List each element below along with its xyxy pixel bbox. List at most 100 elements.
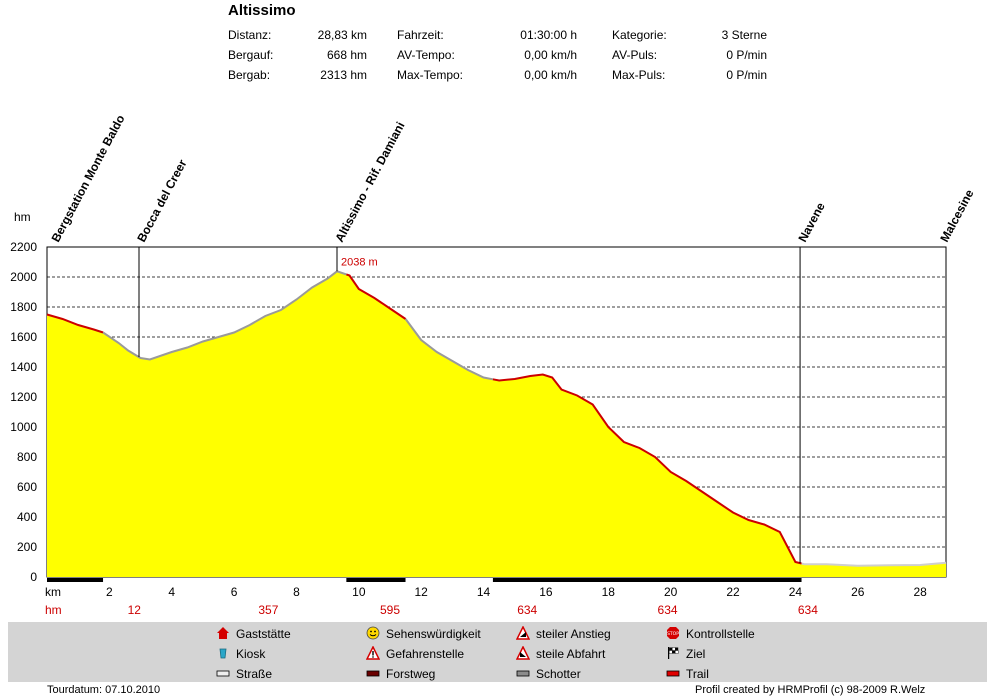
tour-date: Tourdatum: 07.10.2010 [47,684,161,696]
surface-strip-trail [47,578,104,582]
x-tick-label: 28 [913,585,927,599]
waypoint-label: Navene [795,200,828,245]
stat-value: 2313 hm [320,68,367,82]
gravel-swatch-icon [516,670,530,677]
house-icon [217,627,229,639]
stat-label: Max-Tempo: [397,68,464,82]
y-tick-label: 1000 [10,420,37,434]
hm-value-label: 595 [380,603,400,617]
surface-segment-straße [801,561,947,567]
x-tick-label: 8 [293,585,300,599]
max-elevation-label: 2038 m [341,256,378,268]
y-tick-label: 2000 [10,270,37,284]
elevation-area [47,271,946,577]
surface-segment-trail [46,313,104,334]
legend-item: Kiosk [216,646,265,661]
tour-title: Altissimo [228,2,296,19]
stat-value: 0,00 km/h [524,68,577,82]
y-tick-label: 1600 [10,330,37,344]
stat-label: Bergab: [228,68,271,82]
stop-sign-icon: STOP [667,627,679,639]
steep-climb-icon [516,626,530,640]
y-tick-label: 0 [30,570,37,584]
hm-value-label: 634 [798,603,818,617]
hm-value-label: 357 [258,603,278,617]
stat-value: 01:30:00 h [520,28,577,42]
legend-label: Gaststätte [236,627,291,641]
y-tick-label: 800 [17,450,37,464]
legend-item: steiler Anstieg [516,626,611,641]
svg-text:STOP: STOP [667,631,679,637]
x-tick-label: 4 [168,585,175,599]
hm-value-label: 634 [517,603,537,617]
surface-strip-straße [801,578,946,582]
legend-item: steile Abfahrt [516,646,605,661]
smiley-icon [366,626,380,640]
surface-strip-trail [492,578,802,582]
x-tick-label: 16 [539,585,553,599]
surface-segment-schotter [102,270,347,361]
legend-label: Straße [236,667,273,681]
legend-label: Gefahrenstelle [386,647,465,661]
stat-value: 0,00 km/h [524,48,577,62]
legend-item: Gefahrenstelle [366,646,464,661]
x-tick-label: 24 [789,585,803,599]
waypoint-label: Altissimo - Rif. Damiani [332,119,407,244]
stat-label: AV-Tempo: [397,48,455,62]
stat-value: 0 P/min [726,68,767,82]
waypoint-label: Malcesine [937,187,976,245]
x-tick-label: 20 [664,585,678,599]
x-tick-label: 10 [352,585,366,599]
legend-item: Ziel [666,646,705,661]
y-tick-label: 1200 [10,390,37,404]
y-tick-label: 400 [17,510,37,524]
stat-value: 28,83 km [317,28,367,42]
legend-label: Schotter [536,667,581,681]
x-tick-label: 12 [415,585,429,599]
trail-swatch-icon [666,670,680,677]
forest-road-swatch-icon [366,670,380,677]
y-tick-label: 1800 [10,300,37,314]
stat-label: Fahrzeit: [397,28,444,42]
steep-descent-icon [516,646,530,660]
x-tick-label: 14 [477,585,491,599]
x-axis-label: km [45,585,61,599]
surface-segment-trail [346,273,407,320]
stat-label: Kategorie: [612,28,667,42]
legend-item: Schotter [516,666,581,681]
stat-label: AV-Puls: [612,48,658,62]
y-tick-label: 2200 [10,240,37,254]
road-swatch-icon [216,670,230,677]
legend-label: steile Abfahrt [536,647,606,661]
waypoint-label: Bergstation Monte Baldo [49,112,128,244]
x-tick-label: 2 [106,585,113,599]
surface-strip-trail [346,578,406,582]
y-tick-label: 200 [17,540,37,554]
surface-strip-schotter [103,578,347,582]
kiosk-icon [219,648,227,659]
legend-item: Gaststätte [216,626,291,641]
legend-label: Ziel [686,647,706,661]
legend-item: Sehenswürdigkeit [366,626,481,641]
legend-label: Forstweg [386,667,436,681]
x-tick-label: 26 [851,585,865,599]
elevation-profile-chart: 0200400600800100012001400160018002000220… [10,112,976,617]
stat-value: 0 P/min [726,48,767,62]
hm-row-label: hm [45,603,62,617]
legend-item: Straße [216,666,272,681]
x-tick-label: 18 [602,585,616,599]
y-tick-label: 600 [17,480,37,494]
legend-item: Forstweg [366,666,435,681]
legend-label: Trail [686,667,709,681]
stat-label: Distanz: [228,28,272,42]
legend-item: STOP Kontrollstelle [666,626,755,641]
hm-value-label: 634 [658,603,678,617]
stat-label: Max-Puls: [612,68,666,82]
legend-label: Kiosk [236,647,266,661]
legend-label: steiler Anstieg [536,627,611,641]
legend-label: Kontrollstelle [686,627,755,641]
y-tick-label: 1400 [10,360,37,374]
surface-strip-schotter [405,578,493,582]
legend-label: Sehenswürdigkeit [386,627,481,641]
x-tick-label: 22 [726,585,740,599]
